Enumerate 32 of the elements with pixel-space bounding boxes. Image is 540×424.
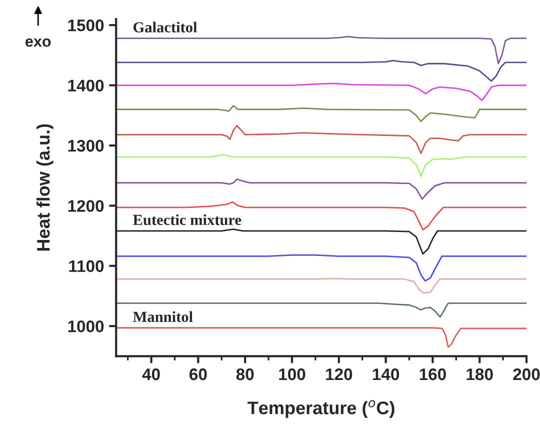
- line-series: [116, 60, 526, 82]
- line-series: [116, 278, 526, 294]
- line-series: [116, 154, 526, 177]
- x-tick-label: 40: [142, 368, 160, 380]
- y-axis-title: Heat flow (a.u.): [36, 124, 54, 251]
- x-tick-label: 60: [190, 368, 207, 380]
- x-tick-label: 80: [236, 368, 254, 380]
- line-series: [116, 36, 526, 64]
- y-tick-label: 1400: [68, 80, 104, 92]
- y-tick-label: 1200: [68, 200, 104, 212]
- x-tick-label: 200: [513, 368, 540, 380]
- text: exo: [26, 38, 51, 47]
- line-series: [116, 124, 526, 154]
- line-series: [116, 201, 526, 230]
- line-series: [116, 178, 526, 200]
- x-tick-label: 100: [279, 368, 306, 380]
- series-label: Eutectic mixture: [133, 214, 242, 226]
- x-tick-label: 180: [466, 368, 493, 380]
- line-series: [116, 105, 526, 122]
- x-tick-label: 140: [372, 368, 400, 380]
- line-series: [116, 82, 526, 102]
- y-tick-label: 1300: [68, 140, 104, 152]
- y-tick-label: 1000: [68, 320, 104, 332]
- y-tick-label: 1100: [69, 260, 104, 272]
- line-series: [116, 327, 526, 348]
- x-tick-label: 120: [326, 368, 352, 380]
- x-tick-label: 160: [420, 368, 446, 380]
- line-series: [116, 254, 526, 282]
- y-tick-label: 1500: [68, 20, 104, 32]
- series-label: Mannitol: [133, 311, 193, 322]
- x-axis-title: Temperature ($^{o}$C): [248, 400, 394, 418]
- series-label: Galactitol: [134, 22, 197, 32]
